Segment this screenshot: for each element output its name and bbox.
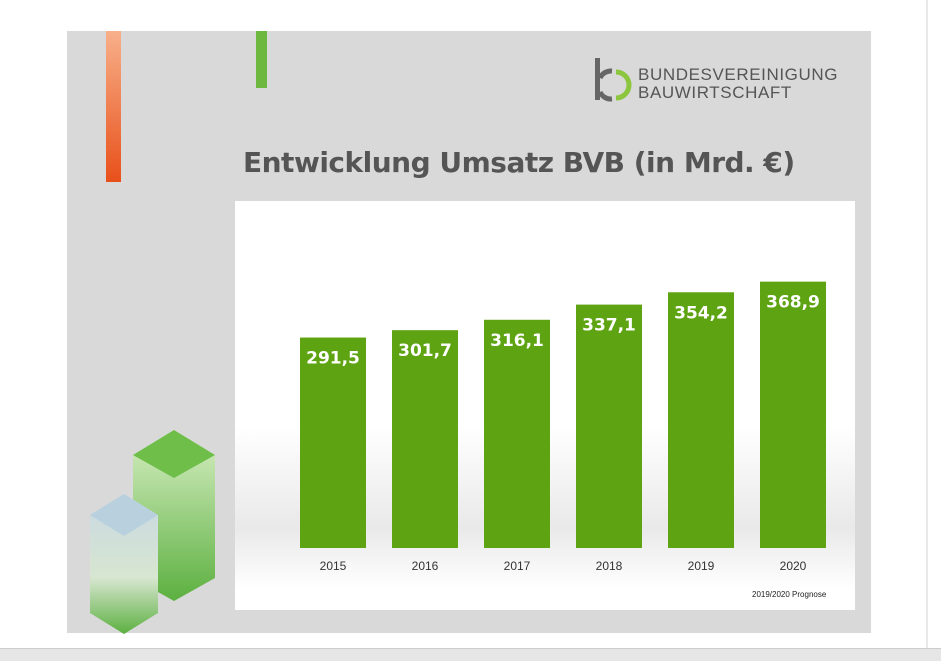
x-tick-label: 2019	[688, 559, 715, 573]
x-tick-label: 2017	[504, 559, 531, 573]
bar-2020	[760, 281, 826, 548]
logo-line-2: BAUWIRTSCHAFT	[638, 83, 792, 102]
green-decor-bar	[256, 31, 267, 88]
page-edge	[926, 0, 928, 648]
bar-2019	[668, 292, 734, 548]
x-tick-label: 2016	[412, 559, 439, 573]
x-tick-label: 2015	[320, 559, 347, 573]
bar-2018	[576, 304, 642, 548]
chart-title: Entwicklung Umsatz BVB (in Mrd. €)	[243, 146, 795, 179]
logo-line-1: BUNDESVEREINIGUNG	[638, 65, 839, 84]
orange-decor-bar	[106, 31, 121, 182]
bar-value-label: 316,1	[490, 331, 544, 351]
bar-2016	[392, 330, 458, 548]
bar-2015	[300, 337, 366, 548]
logo-text: BUNDESVEREINIGUNG BAUWIRTSCHAFT	[638, 66, 838, 102]
bottom-strip	[0, 648, 941, 661]
bar-2017	[484, 319, 550, 548]
bvb-logo-icon	[595, 58, 632, 102]
bar-value-label: 291,5	[306, 349, 360, 369]
prognosis-note: 2019/2020 Prognose	[752, 590, 827, 599]
x-tick-label: 2020	[780, 559, 807, 573]
bar-value-label: 354,2	[674, 303, 728, 323]
bar-value-label: 301,7	[398, 341, 452, 361]
bar-value-label: 337,1	[582, 316, 636, 336]
bar-value-label: 368,9	[766, 293, 820, 313]
x-tick-label: 2018	[596, 559, 623, 573]
